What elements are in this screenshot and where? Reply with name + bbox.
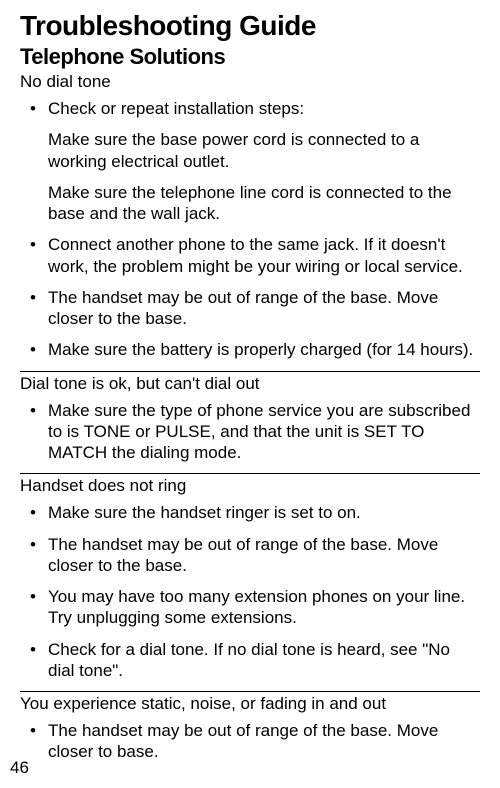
list-item: You may have too many extension phones o… [48,586,480,629]
list-item: Check for a dial tone. If no dial tone i… [48,639,480,682]
page-number: 46 [10,758,29,778]
list-item: The handset may be out of range of the b… [48,720,480,763]
list-item: The handset may be out of range of the b… [48,287,480,330]
section-heading: Handset does not ring [20,476,480,496]
page-title: Troubleshooting Guide [20,10,480,42]
section-list: Make sure the type of phone service you … [20,400,480,464]
section-list: Check or repeat installation steps: [20,98,480,119]
divider [20,691,480,692]
sub-paragraph: Make sure the base power cord is connect… [48,129,480,172]
list-item: Make sure the handset ringer is set to o… [48,502,480,523]
section-list: Connect another phone to the same jack. … [20,234,480,360]
list-item: Check or repeat installation steps: [48,98,480,119]
divider [20,371,480,372]
sub-paragraph: Make sure the telephone line cord is con… [48,182,480,225]
list-item: Connect another phone to the same jack. … [48,234,480,277]
section-heading: No dial tone [20,72,480,92]
list-item: The handset may be out of range of the b… [48,534,480,577]
page-subtitle: Telephone Solutions [20,44,480,70]
section-list: Make sure the handset ringer is set to o… [20,502,480,681]
section-list: The handset may be out of range of the b… [20,720,480,763]
list-item: Make sure the battery is properly charge… [48,339,480,360]
section-heading: You experience static, noise, or fading … [20,694,480,714]
list-item: Make sure the type of phone service you … [48,400,480,464]
divider [20,473,480,474]
section-heading: Dial tone is ok, but can't dial out [20,374,480,394]
